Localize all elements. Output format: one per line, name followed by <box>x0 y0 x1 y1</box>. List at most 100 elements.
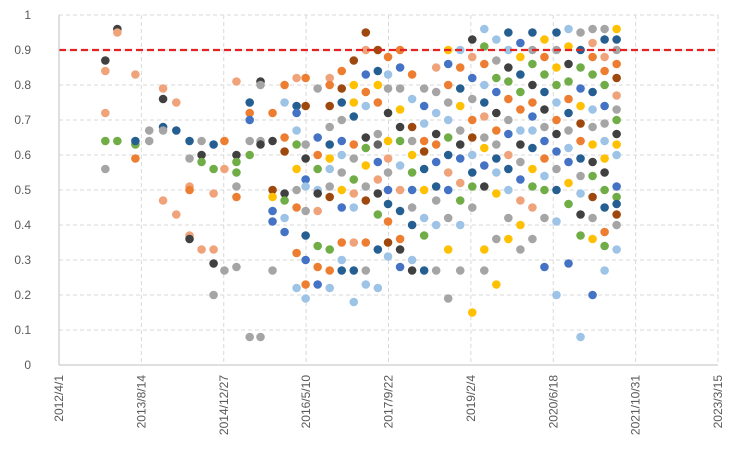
data-point <box>144 136 154 146</box>
data-point <box>349 98 359 107</box>
axis-layer: 0 0.1 0.2 0.3 0.4 0.5 0.6 0.7 0.8 0.9 1 2012/4/1 201… <box>14 8 725 435</box>
data-point <box>443 80 453 90</box>
data-point <box>373 129 383 139</box>
data-point <box>600 227 609 237</box>
data-point <box>588 24 597 34</box>
data-point <box>576 171 585 181</box>
data-point <box>220 164 229 174</box>
y-tick-label: 0.9 <box>14 43 31 57</box>
data-point <box>479 98 489 107</box>
data-point <box>245 332 254 342</box>
x-tick-label: 2019/2/4 <box>464 375 478 422</box>
data-point <box>431 196 441 205</box>
data-point <box>564 143 573 153</box>
data-point <box>516 157 525 167</box>
x-tick-label: 2017/9/22 <box>382 375 396 429</box>
x-tick-label: 2014/12/27 <box>217 375 231 435</box>
data-point <box>349 80 359 90</box>
data-point <box>256 80 265 90</box>
data-point <box>407 185 417 195</box>
data-point <box>361 70 371 79</box>
data-point <box>612 45 621 55</box>
data-point <box>612 24 621 34</box>
data-point <box>516 38 525 48</box>
data-point <box>431 220 441 230</box>
y-tick-label: 0.5 <box>14 183 31 197</box>
data-point <box>383 217 393 226</box>
data-point <box>419 101 429 111</box>
data-point <box>209 140 218 149</box>
data-point <box>516 126 525 135</box>
data-point <box>492 126 501 135</box>
x-tick-label: 2012/4/1 <box>52 375 66 422</box>
data-point <box>528 234 537 244</box>
data-point <box>600 101 609 111</box>
data-point <box>588 87 597 97</box>
data-point <box>325 192 334 202</box>
data-point <box>564 126 573 135</box>
data-point <box>492 189 501 198</box>
data-point <box>301 255 310 265</box>
data-point <box>337 136 347 146</box>
data-point <box>528 98 537 107</box>
data-point <box>552 290 561 300</box>
data-point <box>268 266 277 275</box>
data-point <box>101 164 110 174</box>
data-point <box>576 332 585 342</box>
data-point <box>431 182 441 191</box>
data-point <box>349 238 359 247</box>
data-point <box>337 255 347 265</box>
data-point <box>576 136 585 146</box>
data-point <box>395 262 405 272</box>
data-point <box>373 66 383 76</box>
data-point <box>325 245 334 254</box>
data-point <box>467 94 477 104</box>
data-point <box>540 122 549 132</box>
data-point <box>268 192 277 202</box>
data-point <box>158 94 168 104</box>
data-point <box>361 28 371 37</box>
data-point <box>455 84 465 93</box>
data-point <box>158 84 168 93</box>
data-point <box>552 80 561 90</box>
y-tick-label: 0.4 <box>14 218 31 232</box>
data-point <box>361 280 371 289</box>
y-tick-label: 0.8 <box>14 78 31 92</box>
data-point <box>256 332 265 342</box>
data-point <box>576 28 585 37</box>
data-point <box>612 220 621 230</box>
data-point <box>313 241 322 251</box>
data-point <box>443 98 453 107</box>
data-point <box>209 189 218 198</box>
data-point <box>588 157 597 167</box>
data-point <box>325 182 334 191</box>
data-point <box>419 84 429 93</box>
data-point <box>455 140 465 149</box>
data-point <box>600 52 609 62</box>
data-point <box>301 73 310 83</box>
data-point <box>292 126 301 135</box>
data-point <box>528 203 537 212</box>
data-point <box>504 77 513 86</box>
data-point <box>612 115 621 125</box>
data-point <box>516 140 525 149</box>
data-point <box>443 133 453 142</box>
y-tick-label: 0.1 <box>14 323 31 337</box>
data-point <box>588 38 597 48</box>
data-point <box>516 196 525 205</box>
data-point <box>383 154 393 163</box>
data-point <box>576 210 585 219</box>
data-point <box>419 164 429 174</box>
data-point <box>232 77 241 86</box>
data-point <box>301 280 310 289</box>
data-point <box>455 154 465 163</box>
data-point <box>564 42 573 51</box>
data-point <box>612 129 621 139</box>
data-point <box>479 245 489 254</box>
data-point <box>292 101 301 111</box>
points-layer <box>101 24 621 342</box>
data-point <box>588 105 597 114</box>
data-point <box>301 206 310 216</box>
data-point <box>492 56 501 65</box>
